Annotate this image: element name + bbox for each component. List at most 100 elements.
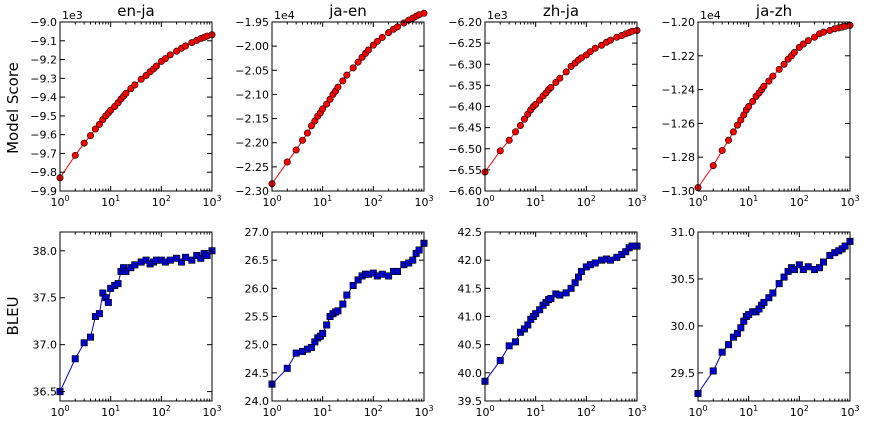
x-tick-label: 103 [414, 404, 433, 419]
data-point [725, 341, 733, 349]
data-point [349, 282, 357, 290]
data-point [173, 254, 181, 262]
series-line [484, 29, 638, 173]
data-point [334, 83, 342, 91]
data-point [339, 77, 347, 85]
chart-panel-0: en-ja 1e3 100 101 102 103 −9.9 −9.8 −9.7 −9.6 −9.5… [30, 2, 221, 209]
series-line [59, 34, 213, 179]
data-point [567, 284, 575, 292]
y-tick-label: −2.15 [235, 113, 269, 126]
data-point [790, 266, 798, 274]
data-point [815, 264, 823, 272]
data-point [769, 289, 777, 297]
data-point [385, 29, 393, 37]
data-point [323, 100, 331, 108]
data-point [104, 298, 112, 306]
y-tick-label: −9.2 [30, 54, 57, 67]
data-point [161, 55, 169, 63]
y-tick-label: 26.5 [245, 254, 270, 267]
x-tick-label: 100 [688, 404, 707, 419]
y-tick-label: −2.25 [235, 161, 269, 174]
y-tick-label: −6.45 [448, 122, 482, 135]
data-point [804, 37, 812, 45]
data-point [373, 37, 381, 45]
data-point [334, 307, 342, 315]
data-point [760, 298, 768, 306]
data-point [364, 46, 372, 54]
y-tick-label: −1.24 [661, 84, 695, 97]
chart-title: ja-en [328, 2, 367, 20]
row-label-bleu: BLEU [4, 296, 22, 335]
data-point [87, 333, 95, 341]
x-tick-label: 100 [475, 194, 494, 209]
y-tick-label: 42.5 [458, 226, 483, 239]
data-point [729, 128, 737, 136]
y-tick-label: −6.25 [448, 37, 482, 50]
series-line [484, 245, 637, 382]
data-point [496, 147, 504, 155]
x-tick-label: 100 [688, 194, 707, 209]
data-point [95, 310, 103, 318]
data-point [339, 300, 347, 308]
data-point [532, 310, 540, 318]
y-tick-label: 41.5 [458, 282, 483, 295]
data-point [177, 258, 185, 266]
data-point [299, 136, 307, 144]
y-tick-label: 36.5 [33, 386, 58, 399]
x-tick-label: 102 [790, 404, 809, 419]
y-tick-label: −9.6 [30, 129, 57, 142]
y-tick-label: −9.1 [30, 35, 57, 48]
data-point [292, 349, 300, 357]
y-tick-label: −9.3 [30, 72, 57, 85]
data-point [790, 48, 798, 56]
y-tick-label: 25.5 [245, 311, 270, 324]
data-point [841, 242, 849, 250]
axis-multiplier: 1e4 [700, 9, 721, 22]
x-tick-label: 100 [50, 404, 69, 419]
plot-frame [697, 231, 851, 402]
data-point [378, 33, 386, 41]
x-tick-label: 101 [101, 194, 120, 209]
y-tick-label: 40.5 [458, 339, 483, 352]
plot-frame [271, 231, 425, 402]
data-point [547, 294, 555, 302]
data-point [283, 364, 291, 372]
plot-frame [697, 21, 851, 192]
data-point [765, 294, 773, 302]
chart-panel-1: ja-en 1e4 100 101 102 103 −2.30 −2.25 −2.20 −2.15… [235, 2, 433, 209]
data-point [505, 342, 513, 350]
y-tick-label: 26.0 [245, 282, 270, 295]
data-point [91, 125, 99, 133]
y-tick-label: −2.05 [235, 64, 269, 77]
data-point [729, 333, 737, 341]
data-point [775, 280, 783, 288]
data-point [718, 348, 726, 356]
data-point [303, 129, 311, 137]
y-tick-label: 25.0 [245, 339, 270, 352]
data-point [349, 64, 357, 72]
data-point [385, 272, 393, 280]
data-point [114, 280, 122, 288]
data-point [354, 58, 362, 66]
axis-multiplier: 1e3 [62, 9, 83, 22]
data-point [718, 146, 726, 154]
data-point [137, 75, 145, 83]
data-point [811, 33, 819, 41]
data-point [188, 256, 196, 264]
x-tick-label: 103 [840, 194, 859, 209]
data-point [532, 100, 540, 108]
data-point [343, 71, 351, 79]
y-tick-label: −9.0 [30, 16, 57, 29]
x-tick-label: 101 [526, 404, 545, 419]
data-point [733, 121, 741, 129]
x-tick-label: 101 [313, 404, 332, 419]
y-tick-label: 37.5 [33, 292, 58, 305]
data-point [496, 356, 504, 364]
x-tick-label: 103 [840, 404, 859, 419]
data-point [591, 44, 599, 52]
y-tick-label: −1.28 [661, 151, 695, 164]
x-tick-label: 101 [313, 194, 332, 209]
y-tick-label: −2.30 [235, 185, 269, 198]
data-point [142, 256, 150, 264]
